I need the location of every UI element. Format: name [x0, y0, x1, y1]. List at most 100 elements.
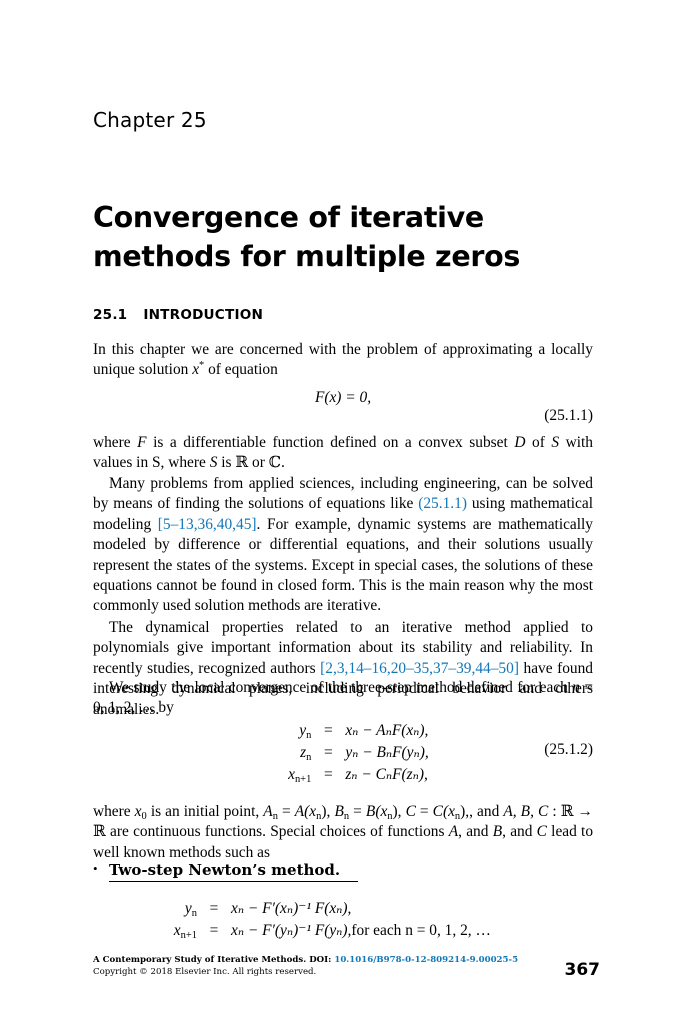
equation-row: xn+1 = xₙ − F′(yₙ)⁻¹ F(yₙ), for each n =…	[143, 919, 491, 941]
equation-lhs-symbol: y	[299, 721, 307, 739]
txt-p5b: = 0, 1, 2, … by	[93, 679, 594, 717]
chapter-title: Convergence of iterative methods for mul…	[93, 198, 533, 276]
txt-p2b: is a differentiable function defined on …	[146, 434, 515, 451]
equation-row: yn = xₙ − AₙF(xₙ),	[257, 719, 428, 741]
txt-p4a: The dynamical properties related to an i…	[93, 619, 593, 677]
math-Bn: B	[334, 803, 344, 820]
math-An-subscript: n	[272, 810, 278, 822]
footer-citation-line: A Contemporary Study of Iterative Method…	[93, 955, 593, 967]
paragraph-intro: In this chapter we are concerned with th…	[93, 340, 593, 381]
txt-p6a: where	[93, 803, 135, 820]
math-x0-subscript: 0	[141, 810, 147, 822]
equation-relation: =	[323, 721, 333, 739]
txt-p6-b-end: ),	[392, 803, 402, 820]
paragraph-dynamical-properties-text: The dynamical properties related to an i…	[93, 618, 593, 720]
txt-p2g: .	[280, 454, 285, 472]
equation-note	[351, 897, 490, 919]
citation-reference-1[interactable]: [5–13,36,40,45]	[157, 515, 257, 533]
txt-p6b: is an initial point,	[146, 803, 264, 820]
footer-copyright: Copyright © 2018 Elsevier Inc. All right…	[93, 966, 317, 977]
equation-lhs-symbol: x	[173, 921, 181, 939]
math-x: x	[192, 361, 200, 379]
chapter-title-line-1: Convergence of iterative	[93, 201, 484, 234]
math-C-arg: (x	[442, 803, 455, 820]
equation-25-1-1: F(x) = 0, (25.1.1)	[93, 389, 593, 424]
cross-reference-25-1-1[interactable]: (25.1.1)	[418, 495, 467, 513]
footer-doi-link[interactable]: 10.1016/B978-0-12-809214-9.00025-5	[334, 955, 519, 965]
math-ABC-1: A, B, C	[503, 803, 549, 820]
page-footer: A Contemporary Study of Iterative Method…	[93, 955, 593, 978]
equation-lhs: zn	[257, 741, 311, 763]
math-complex-set: ℂ	[268, 454, 281, 472]
math-B-fn: B	[365, 803, 376, 820]
txt-p2a: where	[93, 434, 138, 451]
math-F: F	[137, 434, 147, 451]
math-B-arg-subscript: n	[387, 810, 393, 822]
citation-reference-2[interactable]: [2,3,14–16,20–35,37–39,44–50]	[320, 659, 519, 677]
math-C-sym: C	[405, 803, 416, 820]
equation-25-1-1-body: F(x) = 0,	[93, 389, 593, 407]
paragraph-where-x0-text: where x0 is an initial point, An = A(xn)…	[93, 802, 593, 863]
paragraph-dynamical-properties: The dynamical properties related to an i…	[93, 618, 593, 720]
txt-p6h: lead to well known methods such as	[93, 823, 594, 861]
equation-lhs-subscript: n	[306, 729, 312, 741]
equation-rhs: xₙ − F′(xₙ)⁻¹ F(xₙ),	[231, 897, 351, 919]
math-An: A	[263, 803, 273, 820]
math-D: D	[514, 434, 526, 451]
txt-p5a: We study the local convergence of the th…	[109, 679, 573, 696]
paragraph-many-problems-text: Many problems from applied sciences, inc…	[93, 474, 593, 617]
math-S-1: S	[551, 434, 560, 451]
equation-row: xn+1 = zₙ − CₙF(zₙ),	[257, 763, 428, 785]
equation-25-1-1-expression: F(x) = 0,	[314, 389, 372, 406]
txt-p2e: is	[217, 454, 236, 472]
math-C-fn: C	[432, 803, 443, 820]
equation-rhs-expression: xₙ − AₙF(xₙ),	[345, 721, 429, 739]
equation-relation: =	[323, 743, 333, 761]
footer-book-title: A Contemporary Study of Iterative Method…	[93, 955, 332, 965]
chapter-label: Chapter 25	[93, 108, 207, 132]
paragraph-many-problems: Many problems from applied sciences, inc…	[93, 474, 593, 617]
paragraph-intro-text-a: In this chapter we are concerned with th…	[93, 341, 593, 379]
math-x0: x	[134, 803, 142, 820]
txt-p6c1: =	[277, 803, 295, 820]
equation-lhs-symbol: x	[288, 765, 295, 783]
txt-p6-c-end: ),	[460, 803, 470, 820]
math-R-to-R: ℝ → ℝ	[93, 803, 593, 841]
txt-p4b: have found interesting dynamical planes,…	[93, 659, 593, 718]
equation-lhs-subscript: n	[191, 907, 197, 919]
chapter-title-line-2: methods for multiple zeros	[93, 240, 521, 273]
equation-rhs: zₙ − CₙF(zₙ),	[345, 763, 428, 785]
equation-rhs-expression: zₙ − CₙF(zₙ),	[345, 765, 428, 783]
equation-rhs-expression: yₙ − BₙF(yₙ),	[345, 743, 429, 761]
equation-lhs: yn	[143, 897, 197, 919]
txt-p3a: Many problems from applied sciences, inc…	[93, 475, 593, 513]
equation-relation: =	[209, 899, 219, 917]
equation-lhs-symbol: z	[300, 743, 307, 761]
txt-p2d: with values in S, where	[93, 434, 593, 472]
equation-25-1-1-tag: (25.1.1)	[544, 407, 593, 424]
equation-rhs-expression: xₙ − F′(yₙ)⁻¹ F(yₙ),	[231, 921, 352, 939]
math-C-2: C	[536, 823, 547, 841]
equation-row: yn = xₙ − F′(xₙ)⁻¹ F(xₙ),	[143, 897, 491, 919]
equation-25-1-2: yn = xₙ − AₙF(xₙ), zn = yₙ − BₙF(yₙ), xn…	[93, 719, 593, 785]
math-A-arg: (x	[304, 803, 317, 820]
txt-p2f: or	[248, 454, 269, 472]
section-heading: 25.1 INTRODUCTION	[93, 307, 263, 323]
math-x-star: *	[199, 360, 205, 372]
page-number: 367	[564, 960, 601, 980]
paragraph-where-x0: where x0 is an initial point, An = A(xn)…	[93, 802, 593, 863]
equation-rhs: xₙ − F′(yₙ)⁻¹ F(yₙ),	[231, 919, 351, 941]
paragraph-we-study: We study the local convergence of the th…	[93, 678, 593, 719]
txt-p6d: , and	[469, 803, 504, 820]
txt-p6c2: =	[349, 803, 366, 820]
math-A-arg-subscript: n	[316, 810, 322, 822]
txt-p2c: of	[525, 434, 552, 451]
txt-p3b: using mathematical modeling	[93, 495, 593, 533]
equation-relation: =	[323, 765, 333, 783]
txt-p6f: are continuous functions. Special choice…	[105, 823, 449, 841]
equation-lhs: xn+1	[257, 763, 311, 785]
math-S-2: S	[209, 454, 218, 472]
txt-p6e: :	[548, 803, 561, 820]
paragraph-we-study-text: We study the local convergence of the th…	[93, 678, 593, 719]
paragraph-where-F-line: where F is a differentiable function def…	[93, 433, 593, 474]
